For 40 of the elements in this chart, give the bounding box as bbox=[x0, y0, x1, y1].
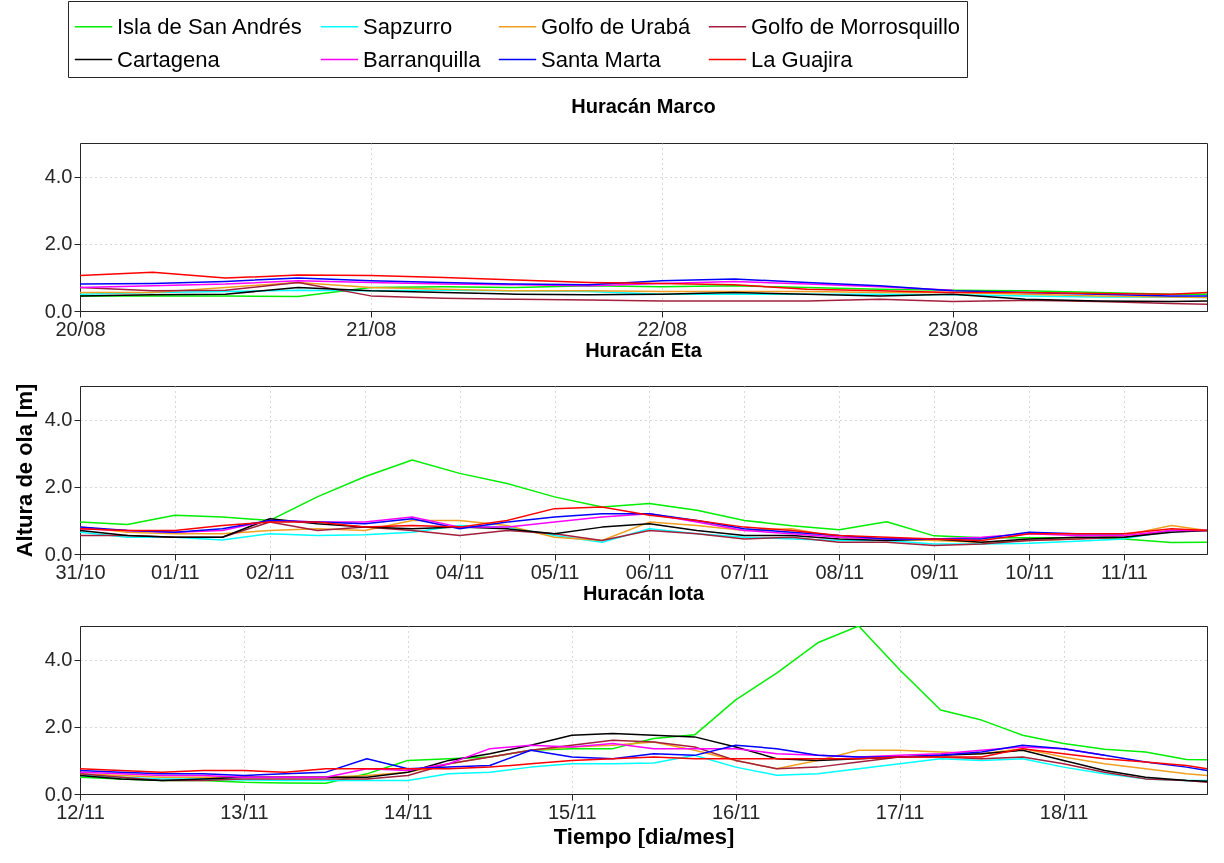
x-axis-title: Tiempo [dia/mes] bbox=[553, 823, 735, 849]
x-tick-label: 11/11 bbox=[1100, 560, 1148, 583]
y-tick-label: 4.0 bbox=[44, 408, 73, 431]
x-tick-label: 07/11 bbox=[720, 560, 770, 583]
x-tick-label: 17/11 bbox=[875, 800, 925, 823]
x-tick-label: 02/11 bbox=[246, 560, 295, 583]
x-tick-label: 18/11 bbox=[1039, 800, 1089, 823]
x-tick-label: 01/11 bbox=[151, 560, 200, 583]
legend-label: Santa Marta bbox=[541, 46, 662, 72]
legend-label: La Guajira bbox=[751, 46, 854, 72]
line-series bbox=[80, 280, 954, 291]
legend-label: Golfo de Morrosquillo bbox=[751, 13, 961, 39]
legend-label: Sapzurro bbox=[363, 13, 453, 39]
y-tick-label: 2.0 bbox=[44, 715, 73, 738]
y-tick-label: 2.0 bbox=[44, 232, 73, 255]
x-tick-label: 13/11 bbox=[220, 800, 269, 823]
y-tick-label: 4.0 bbox=[44, 648, 73, 671]
x-tick-label: 09/11 bbox=[910, 560, 959, 583]
chart-title: Huracán Iota bbox=[582, 582, 705, 604]
legend-label: Barranquilla bbox=[363, 46, 482, 72]
y-tick-label: 2.0 bbox=[44, 475, 73, 498]
x-tick-label: 23/08 bbox=[927, 317, 979, 340]
x-tick-label: 10/11 bbox=[1005, 560, 1054, 583]
x-tick-label: 05/11 bbox=[530, 560, 580, 583]
legend-label: Isla de San Andrés bbox=[117, 13, 302, 39]
x-tick-label: 14/11 bbox=[384, 800, 433, 823]
chart-title: Huracán Eta bbox=[585, 339, 703, 362]
y-axis-title: Altura de ola [m] bbox=[11, 383, 37, 558]
x-tick-label: 06/11 bbox=[625, 560, 675, 583]
x-tick-label: 08/11 bbox=[815, 560, 865, 583]
x-tick-label: 03/11 bbox=[340, 560, 390, 583]
chart-title: Huracán Marco bbox=[571, 94, 716, 117]
x-tick-label: 04/11 bbox=[435, 560, 485, 583]
legend-label: Golfo de Urabá bbox=[541, 13, 691, 39]
x-tick-label: 22/08 bbox=[637, 317, 688, 340]
x-tick-label: 16/11 bbox=[711, 800, 761, 823]
x-tick-label: 15/11 bbox=[547, 800, 597, 823]
x-tick-label: 21/08 bbox=[346, 317, 397, 340]
legend-label: Cartagena bbox=[117, 46, 221, 72]
y-tick-label: 4.0 bbox=[44, 165, 73, 188]
